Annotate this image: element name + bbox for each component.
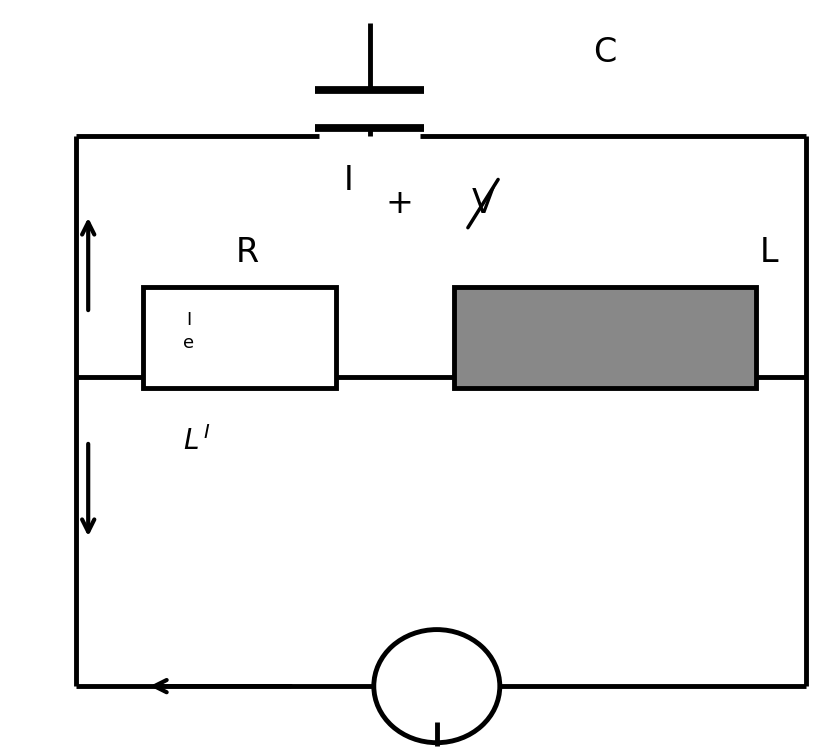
Text: e: e <box>183 334 195 352</box>
Bar <box>454 287 756 388</box>
Text: V: V <box>471 187 495 220</box>
Text: $\mathit{L}^{\,I}$: $\mathit{L}^{\,I}$ <box>183 426 212 456</box>
Text: I: I <box>186 311 192 329</box>
Text: L: L <box>759 236 778 269</box>
Text: +: + <box>385 187 413 220</box>
Text: C: C <box>593 36 617 69</box>
Circle shape <box>374 630 500 743</box>
Bar <box>143 287 336 388</box>
Text: R: R <box>236 236 260 269</box>
Text: I: I <box>344 164 354 198</box>
